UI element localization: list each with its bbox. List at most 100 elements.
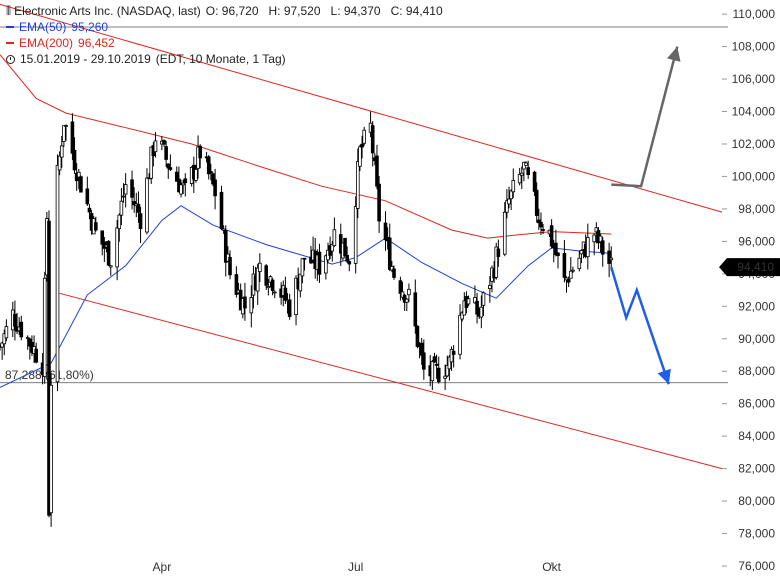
date-range: 15.01.2019 - 29.10.2019 xyxy=(20,52,151,66)
chart-legend: ⫼ Electronic Arts Inc. (NASDAQ, last) O:… xyxy=(6,3,443,67)
candle-down xyxy=(422,352,426,370)
candle-up xyxy=(249,297,254,314)
candle-down xyxy=(100,230,105,245)
candle-down xyxy=(496,248,501,257)
candle-down xyxy=(383,222,388,241)
candle-up xyxy=(507,198,511,205)
candle-down xyxy=(264,265,269,286)
projection-up-path xyxy=(611,46,679,188)
candle-up xyxy=(294,277,298,316)
y-tick-label: 86,000 xyxy=(738,397,775,411)
candle-down xyxy=(566,278,571,283)
candle-down xyxy=(47,220,51,516)
candle-up xyxy=(592,234,597,243)
candle-up xyxy=(330,244,335,252)
candle-down xyxy=(168,167,173,170)
candle-down xyxy=(136,203,141,213)
candle-up xyxy=(4,326,9,339)
candle-down xyxy=(436,367,441,383)
candle-down xyxy=(198,145,203,159)
candle-up xyxy=(609,257,614,261)
candle-down xyxy=(392,268,396,278)
candle-up xyxy=(481,292,486,306)
candle-down xyxy=(243,296,247,309)
candle-up xyxy=(181,182,185,186)
candle-down xyxy=(526,167,530,176)
candle-up xyxy=(466,298,471,305)
candle-up xyxy=(449,349,454,363)
y-tick-label: 88,000 xyxy=(738,364,775,378)
candle-up xyxy=(564,277,569,281)
channel-lower-line xyxy=(59,292,723,470)
candle-up xyxy=(2,333,7,345)
x-tick-label: Jul xyxy=(348,560,363,574)
candle-down xyxy=(234,274,239,295)
candle-up xyxy=(517,174,522,184)
candle-down xyxy=(19,321,24,338)
instrument-name: Electronic Arts Inc. (NASDAQ, last) xyxy=(14,4,201,18)
candle-up xyxy=(594,227,599,233)
candle-up xyxy=(430,360,435,382)
candle-down xyxy=(537,219,541,224)
candle-down xyxy=(475,300,479,315)
candle-down xyxy=(387,237,392,270)
ema200-value: 96,452 xyxy=(78,36,115,50)
candle-down xyxy=(451,350,456,355)
candle-down xyxy=(270,279,275,291)
candle-up xyxy=(577,257,582,270)
candle-down xyxy=(317,251,322,275)
candle-up xyxy=(445,365,450,377)
candle-down xyxy=(419,342,424,356)
candle-up xyxy=(298,273,303,292)
ema200-swatch xyxy=(6,42,14,44)
candle-down xyxy=(287,299,292,317)
candle-down xyxy=(600,240,605,255)
candle-up xyxy=(258,262,262,272)
candle-up xyxy=(473,297,477,304)
y-tick-label: 100,000 xyxy=(732,169,776,183)
legend-ema200-row: EMA(200) 96,452 xyxy=(6,35,443,51)
candle-up xyxy=(502,211,507,255)
y-tick-label: 92,000 xyxy=(738,299,775,313)
x-tick-label: Okt xyxy=(542,560,561,574)
candle-up xyxy=(194,169,198,181)
candle-down xyxy=(347,261,352,265)
candle-up xyxy=(153,140,158,153)
candle-down xyxy=(164,146,168,160)
candle-up xyxy=(458,314,462,355)
candle-up xyxy=(108,265,113,268)
y-tick-label: 80,000 xyxy=(738,494,775,508)
candle-down xyxy=(138,213,143,230)
candle-up xyxy=(571,269,575,272)
candle-down xyxy=(85,188,90,205)
candle-down xyxy=(206,156,211,175)
candle-up xyxy=(255,267,260,292)
candle-down xyxy=(162,140,166,145)
candle-down xyxy=(432,356,437,363)
candles-icon: ⫼ xyxy=(6,4,11,17)
candle-up xyxy=(443,375,447,379)
candle-up xyxy=(117,214,122,230)
candle-up xyxy=(407,288,411,296)
y-tick-label: 98,000 xyxy=(738,202,775,216)
candle-up xyxy=(460,312,464,320)
candle-down xyxy=(94,222,98,231)
candle-up xyxy=(579,249,584,255)
candle-up xyxy=(598,235,603,243)
ema50-line xyxy=(0,205,612,388)
candle-down xyxy=(539,221,543,228)
ohlc-values: O: 96,720 H: 97,520 L: 94,370 C: 94,410 xyxy=(205,4,443,18)
candle-up xyxy=(119,200,124,216)
candle-down xyxy=(554,242,558,256)
candle-down xyxy=(34,348,39,363)
ema200-line xyxy=(0,54,612,239)
candle-down xyxy=(398,280,403,294)
candle-up xyxy=(586,237,590,258)
candle-up xyxy=(358,146,362,167)
candle-down xyxy=(283,287,288,301)
candle-up xyxy=(266,286,271,289)
candle-up xyxy=(332,229,337,247)
candle-up xyxy=(524,162,528,166)
y-tick-label: 84,000 xyxy=(738,429,775,443)
